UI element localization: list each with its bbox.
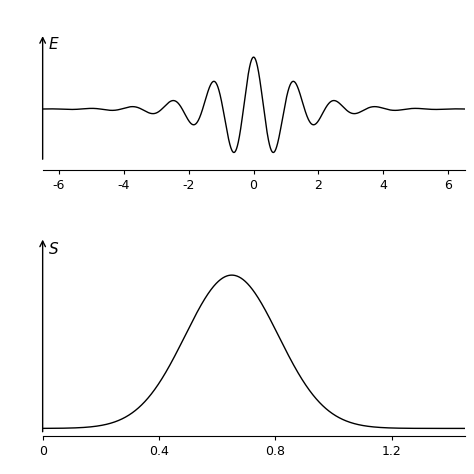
Text: $S$: $S$ [48,241,60,257]
Text: $E$: $E$ [47,36,59,52]
